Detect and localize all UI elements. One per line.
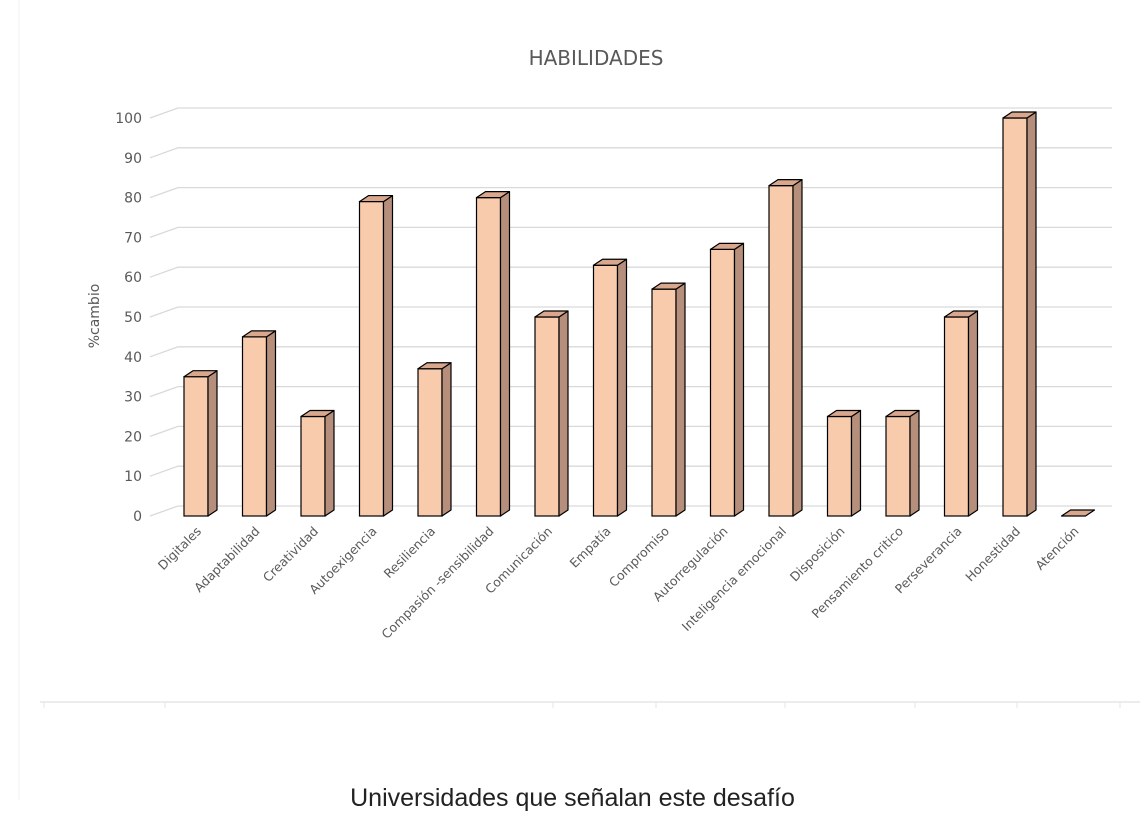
bar-top (241, 330, 277, 338)
bar-side (441, 362, 452, 517)
gridline (149, 266, 1112, 278)
bar-top (534, 310, 569, 318)
bar-side (324, 409, 335, 517)
bar-side (499, 191, 511, 517)
bar-side (733, 242, 745, 517)
gridline (149, 107, 1112, 119)
bar-front (534, 316, 560, 517)
bar (1060, 509, 1096, 517)
bar-side (909, 409, 920, 517)
bar-top (943, 310, 979, 318)
chart-title: HABILIDADES (529, 46, 664, 70)
x-tick-label: Resiliencia (381, 524, 439, 582)
bar (241, 330, 277, 517)
bar (1002, 111, 1037, 517)
bar-top (651, 282, 686, 290)
bar-top (885, 409, 920, 418)
gridlines (149, 107, 1112, 517)
x-tick-label: Atención (1032, 524, 1081, 573)
bar-side (616, 258, 628, 517)
bar-top (1002, 111, 1037, 119)
bar-top (183, 370, 218, 378)
bar-top (475, 191, 511, 199)
x-tick-label: Inteligencia emocional (679, 524, 789, 634)
x-tick-label: Compromiso (606, 524, 672, 590)
bar-side (967, 310, 979, 517)
bars (183, 111, 1096, 517)
bar (885, 409, 920, 517)
y-tick-label: 30 (124, 390, 142, 406)
chart-frame (18, 0, 1140, 800)
y-tick-label: 10 (124, 469, 142, 485)
bar (709, 242, 745, 517)
bar (768, 179, 803, 517)
bar (943, 310, 979, 517)
bar (826, 409, 862, 517)
bar-front (358, 200, 385, 517)
bar (358, 194, 394, 517)
bar-side (1026, 111, 1037, 517)
bar (475, 191, 511, 517)
y-tick-label: 100 (115, 111, 142, 127)
bar (534, 310, 569, 517)
bar-top (358, 194, 394, 203)
y-tick-label: 0 (133, 509, 142, 525)
bar-side (207, 370, 218, 517)
bar (300, 409, 335, 517)
bar-side (558, 310, 569, 517)
bar-front (885, 415, 911, 517)
y-tick-label: 80 (124, 191, 142, 207)
x-axis-labels: DigitalesAdaptabilidadCreatividadAutoexi… (155, 524, 1082, 642)
bar-top (768, 179, 803, 187)
bar-top (417, 362, 452, 370)
x-tick-label: Compasión -sensibilidad (378, 524, 496, 642)
x-tick-label: Creatividad (260, 524, 321, 585)
bar (651, 282, 686, 517)
gridline (149, 226, 1112, 239)
x-tick-label: Digitales (155, 524, 204, 573)
figure-caption: Universidades que señalan este desafío (350, 784, 795, 812)
bar-top (709, 242, 745, 250)
gridline (149, 186, 1112, 199)
bar-front (183, 376, 209, 517)
x-tick-label: Empatía (566, 524, 613, 571)
bar (417, 362, 452, 517)
y-tick-label: 70 (124, 230, 142, 246)
bar-front (241, 336, 268, 517)
bar-front (417, 368, 443, 517)
bar-top (300, 409, 335, 418)
bar-top (826, 409, 862, 418)
y-tick-label: 50 (124, 310, 142, 326)
bar-front (651, 288, 677, 517)
bar (183, 370, 218, 517)
bar-side (792, 179, 803, 517)
y-tick-label: 20 (124, 429, 142, 445)
bar-side (675, 282, 686, 517)
y-axis-ticks: 0 10 20 30 40 50 60 70 80 90 100 (115, 111, 142, 525)
gridline (149, 147, 1112, 159)
bar-front (300, 415, 326, 517)
bar-side (382, 194, 394, 517)
bar-side (850, 409, 862, 517)
x-tick-label: Disposición (787, 524, 848, 585)
bar-front (768, 185, 794, 517)
bar-front (592, 264, 619, 517)
bar-front (475, 197, 502, 517)
bar-top (1060, 509, 1096, 517)
y-axis-label: %cambio (87, 284, 103, 349)
y-tick-label: 90 (124, 151, 142, 167)
bar (592, 258, 628, 517)
bar-front (943, 316, 970, 517)
bar-top (592, 258, 628, 266)
bar-front (1002, 117, 1028, 517)
bar-front (826, 415, 853, 517)
y-tick-label: 60 (124, 270, 142, 286)
y-tick-label: 40 (124, 350, 142, 366)
bar-side (265, 330, 277, 517)
x-tick-label: Honestidad (962, 524, 1023, 585)
bar-front (709, 248, 736, 517)
